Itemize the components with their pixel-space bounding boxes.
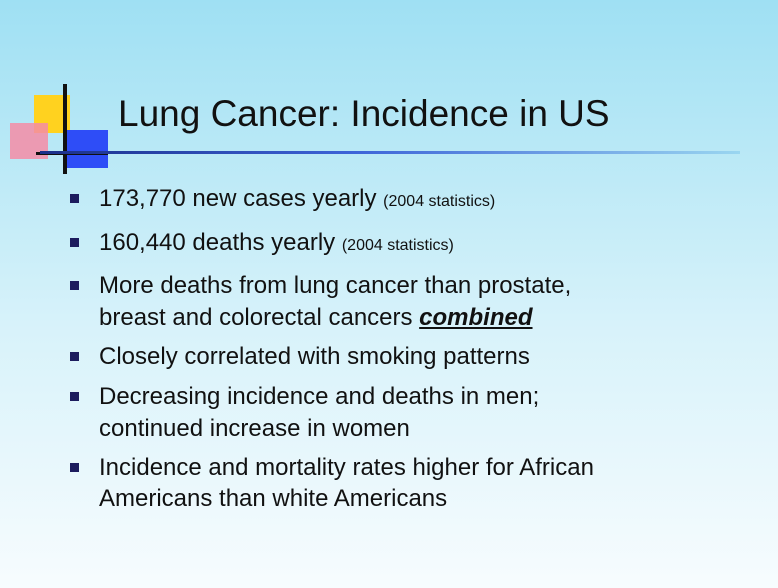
bullet-item-smoking: Closely correlated with smoking patterns [66, 338, 766, 376]
bullet-text-line2: breast and colorectal cancers combined [99, 300, 766, 335]
bullet-item-more-deaths: More deaths from lung cancer than prosta… [66, 267, 766, 335]
logo-vertical-line [63, 84, 67, 174]
bullet-item-disparities: Incidence and mortality rates higher for… [66, 449, 766, 517]
title-underline-rule [40, 151, 740, 154]
bullet-item-deaths: 160,440 deaths yearly (2004 statistics) [66, 224, 766, 265]
bullet-text-line2: Americans than white Americans [99, 485, 448, 512]
emphasis-combined: combined [419, 303, 533, 331]
bullet-text: 160,440 deaths yearly [99, 228, 342, 256]
bullet-text-line1: Decreasing incidence and deaths in men; [99, 383, 540, 410]
bullet-text: Closely correlated with smoking patterns [99, 342, 530, 370]
bullet-text-line2-pre: breast and colorectal cancers [99, 303, 420, 331]
bullet-text-line1: Incidence and mortality rates higher for… [99, 453, 594, 481]
slide-title: Lung Cancer: Incidence in US [118, 93, 610, 134]
bullet-list: 173,770 new cases yearly (2004 statistic… [66, 180, 766, 519]
square-bullet-icon [70, 392, 79, 401]
bullet-text-line2: continued increase in women [99, 414, 410, 442]
bullet-note: (2004 statistics) [341, 236, 454, 254]
bullet-text-line1: More deaths from lung cancer than prosta… [99, 272, 572, 299]
square-bullet-icon [70, 237, 79, 247]
square-bullet-icon [70, 351, 79, 361]
bullet-item-trends: Decreasing incidence and deaths in men; … [66, 378, 766, 446]
bullet-note: (2004 statistics) [383, 193, 496, 210]
bullet-text: 173,770 new cases yearly [99, 185, 384, 212]
square-bullet-icon [70, 194, 79, 203]
square-bullet-icon [70, 281, 79, 290]
logo-blue-square [66, 130, 108, 168]
square-bullet-icon [70, 462, 79, 472]
decorative-logo-icon [0, 0, 120, 180]
bullet-item-new-cases: 173,770 new cases yearly (2004 statistic… [66, 180, 766, 221]
